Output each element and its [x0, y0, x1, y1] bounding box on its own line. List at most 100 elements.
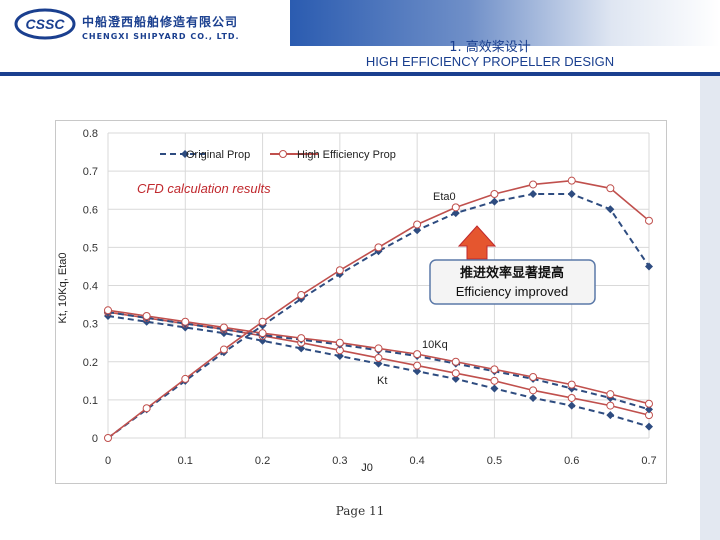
callout-text-en: Efficiency improved [456, 284, 568, 299]
right-gutter [700, 76, 720, 540]
cfd-annotation: CFD calculation results [137, 181, 271, 196]
chart-axes: 0 0.1 0.2 0.3 0.4 0.5 0.6 0.7 0.8 0 0.1 0.2 0.3 0.4 0.… [83, 128, 657, 467]
data-point [529, 180, 538, 189]
data-point [335, 266, 344, 275]
legend-label-original: Original Prop [186, 149, 250, 161]
data-point [258, 329, 267, 338]
series-eta0-high-efficiency [104, 176, 653, 442]
legend-label-high-efficiency: High Efficiency Prop [297, 149, 396, 161]
data-point [142, 404, 151, 413]
x-tick-label: 0.2 [255, 455, 270, 467]
x-tick-label: 0.1 [178, 455, 193, 467]
data-point [181, 374, 190, 383]
data-point [567, 380, 576, 389]
data-point [529, 386, 538, 395]
data-point [645, 422, 653, 431]
y-tick-label: 0.4 [83, 281, 98, 293]
data-point [413, 226, 422, 235]
slide-title-en: HIGH EFFICIENCY PROPELLER DESIGN [365, 54, 615, 69]
data-point [413, 361, 422, 370]
data-point [606, 401, 615, 410]
data-point [567, 393, 576, 402]
x-tick-label: 0 [105, 455, 111, 467]
series-kt-original [104, 312, 653, 431]
data-point [335, 352, 344, 361]
data-point [297, 334, 306, 343]
data-point [451, 209, 460, 218]
company-name: 中船澄西船舶修造有限公司 CHENGXI SHIPYARD CO., LTD. [82, 13, 240, 41]
data-point [606, 390, 615, 399]
x-tick-label: 0.3 [332, 455, 347, 467]
data-point [490, 365, 499, 374]
up-arrow-icon [457, 225, 497, 260]
data-point [413, 220, 422, 229]
data-point [104, 434, 112, 442]
company-name-cn: 中船澄西船舶修造有限公司 [82, 15, 239, 29]
data-point [219, 323, 228, 332]
x-tick-label: 0.6 [564, 455, 579, 467]
data-point [529, 190, 538, 198]
company-name-en: CHENGXI SHIPYARD CO., LTD. [82, 32, 240, 41]
data-point [645, 405, 653, 414]
data-point [645, 399, 653, 408]
data-point [606, 205, 615, 214]
y-tick-label: 0 [92, 433, 98, 445]
series-layer [104, 176, 653, 442]
data-point [104, 306, 112, 315]
x-axis-label: J0 [361, 462, 373, 474]
efficiency-callout: 推进效率显著提高 Efficiency improved [429, 225, 596, 305]
data-point [490, 376, 499, 385]
data-point [335, 338, 344, 347]
cssc-logo: CSSC [14, 8, 76, 40]
y-axis-label: Kt, 10Kq, Eta0 [57, 253, 69, 324]
callout-text-cn: 推进效率显著提高 [460, 265, 564, 281]
data-point [490, 197, 499, 206]
data-point [374, 243, 383, 252]
y-tick-label: 0.7 [83, 166, 98, 178]
data-point [374, 359, 383, 368]
series-line [107, 315, 650, 428]
y-tick-label: 0.2 [83, 357, 98, 369]
data-point [258, 317, 267, 326]
slide-title-cn: 1. 高效桨设计 [449, 40, 531, 55]
data-point [297, 344, 306, 353]
data-point [374, 344, 383, 353]
data-point [567, 190, 576, 198]
x-tick-label: 0.4 [409, 455, 424, 467]
data-point [606, 184, 615, 193]
data-point [451, 369, 460, 378]
data-point [413, 367, 422, 376]
chart-legend: Original Prop High Efficiency Prop [160, 149, 396, 161]
x-tick-label: 0.5 [487, 455, 502, 467]
data-point [529, 373, 538, 381]
header-divider [0, 72, 720, 76]
y-tick-label: 0.1 [83, 395, 98, 407]
data-point [645, 262, 653, 271]
series-line [107, 193, 650, 439]
x-tick-label: 0.7 [641, 455, 656, 467]
data-point [490, 384, 499, 393]
data-point [606, 411, 615, 420]
callout-box [429, 259, 596, 305]
series-10kq-high-efficiency [104, 306, 653, 408]
data-point [529, 393, 538, 402]
data-point [297, 291, 306, 300]
curve-label-kt: Kt [377, 375, 387, 387]
legend-marker-high-efficiency [279, 150, 287, 158]
curve-label-kq: 10Kq [422, 339, 448, 351]
logo-text: CSSC [26, 16, 66, 32]
data-point [645, 216, 653, 225]
page-number: Page 11 [335, 504, 385, 518]
data-point [413, 350, 422, 359]
data-point [567, 401, 576, 410]
data-point [451, 203, 460, 212]
y-tick-label: 0.3 [83, 319, 98, 331]
data-point [142, 312, 151, 320]
curve-label-eta: Eta0 [433, 191, 456, 203]
legend-marker-original [181, 150, 189, 158]
data-point [490, 190, 499, 198]
data-point [374, 353, 383, 362]
y-tick-label: 0.6 [83, 204, 98, 216]
y-tick-label: 0.5 [83, 242, 98, 254]
